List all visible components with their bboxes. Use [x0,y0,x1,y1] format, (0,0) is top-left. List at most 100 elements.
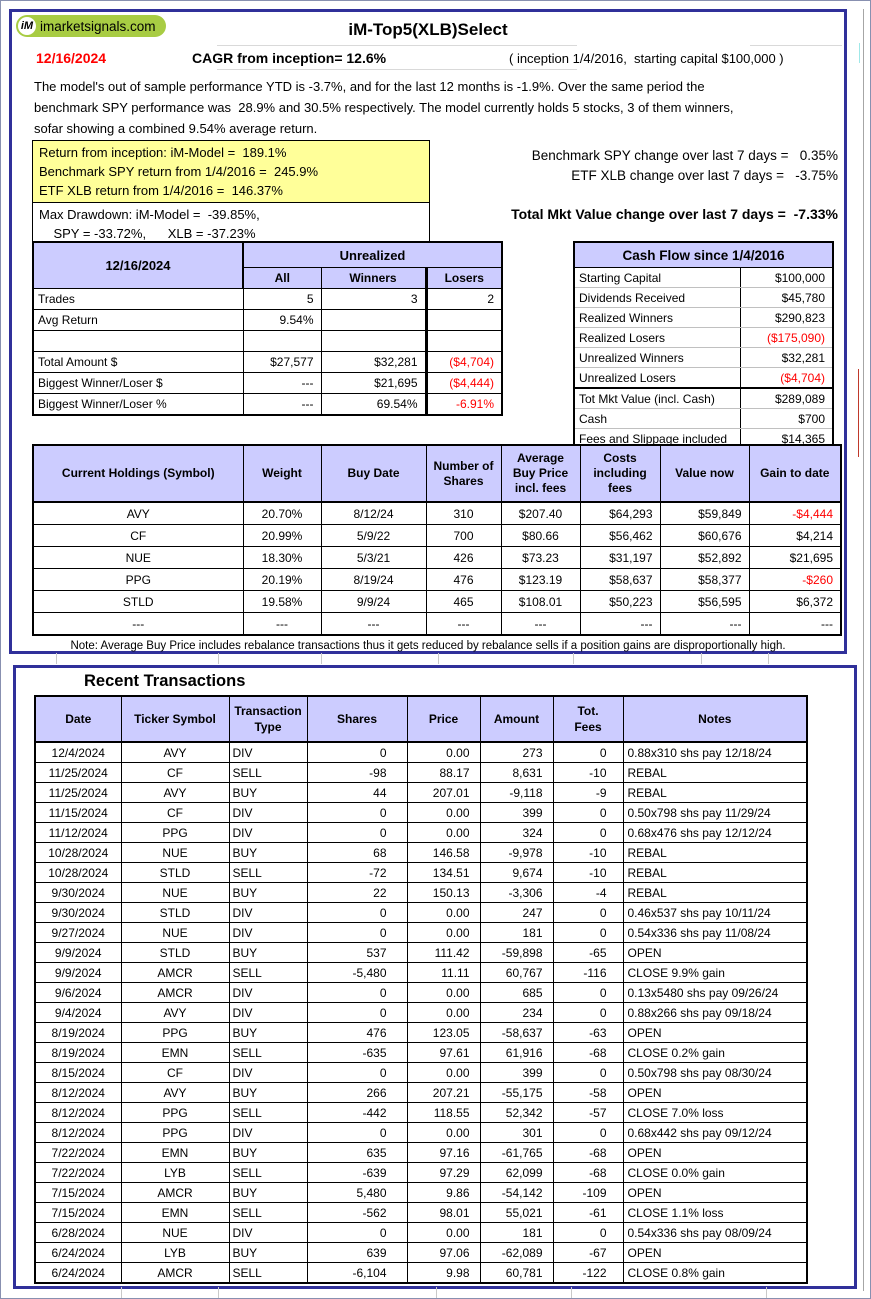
transaction-cell: 181 [479,922,554,943]
transaction-cell: PPG [120,1122,230,1143]
transaction-cell: 8/12/2024 [34,1102,122,1123]
transaction-cell: 9/9/2024 [34,962,122,983]
transaction-cell: -9,978 [479,842,554,863]
table-row: Biggest Winner/Loser % --- 69.54% -6.91% [32,393,503,416]
table-row: Total Amount $ $27,577 $32,281 ($4,704) [32,351,503,373]
transaction-cell: 0.00 [406,982,481,1003]
transaction-cell: -109 [552,1182,624,1203]
transaction-cell: 88.17 [406,762,481,783]
row-value: $100,000 [740,267,833,288]
transaction-cell: STLD [120,902,230,923]
transaction-cell: 98.01 [406,1202,481,1223]
row-label: Trades [32,288,244,310]
transaction-cell: 0.68x476 shs pay 12/12/24 [622,822,808,843]
transaction-cell: LYB [120,1162,230,1183]
transaction-cell: -4 [552,882,624,903]
transaction-cell: SELL [228,1102,308,1123]
red-marker-line [858,369,859,457]
transaction-cell: 11/15/2024 [34,802,122,823]
table-row: 10/28/2024 NUE BUY 68 146.58 -9,978 -10 REBAL [34,842,808,863]
transaction-cell: -442 [306,1102,408,1123]
transaction-cell: 55,021 [479,1202,554,1223]
imarketsignals-logo[interactable]: iM imarketsignals.com [16,15,166,37]
transaction-cell: 12/4/2024 [34,741,122,763]
transaction-cell: 11.11 [406,962,481,983]
transaction-cell: -9,118 [479,782,554,803]
transaction-cell: 273 [479,741,554,763]
transaction-cell: 8/19/2024 [34,1022,122,1043]
transaction-cell: -65 [552,942,624,963]
transaction-cell: 60,767 [479,962,554,983]
cell-winners: 69.54% [320,393,427,416]
holdings-cell: $123.19 [500,568,581,591]
row-value: ($4,704) [740,367,833,389]
transaction-cell: 97.16 [406,1142,481,1163]
gridline [218,1287,219,1298]
transaction-cell: -10 [552,842,624,863]
transaction-cell: BUY [228,1022,308,1043]
row-label: Avg Return [32,309,244,331]
holdings-cell: $58,377 [659,568,750,591]
transaction-cell: SELL [228,762,308,783]
transaction-cell: DIV [228,982,308,1003]
table-row: 8/19/2024 PPG BUY 476 123.05 -58,637 -63 OPEN [34,1022,808,1043]
transactions-title: Recent Transactions [84,672,246,690]
table-row: Cash $700 [574,408,833,429]
gridline [750,45,842,46]
table-row: 11/25/2024 CF SELL -98 88.17 8,631 -10 REBAL [34,762,808,783]
transaction-cell: AVY [120,1002,230,1023]
cell-losers [424,309,503,331]
transaction-cell: 97.29 [406,1162,481,1183]
holdings-cell: --- [425,612,502,636]
transaction-cell: 0.00 [406,922,481,943]
transaction-cell: 6/24/2024 [34,1242,122,1263]
transaction-cell: OPEN [622,1182,808,1203]
transaction-cell: -62,089 [479,1242,554,1263]
cell-all [242,330,322,352]
unrealized-col-winners: Winners [320,267,427,289]
transaction-cell: AMCR [120,982,230,1003]
transaction-cell: 0 [552,802,624,823]
total-mkt-value-change: Total Mkt Value change over last 7 days … [511,206,838,222]
gridline [56,653,57,664]
transaction-cell: DIV [228,902,308,923]
transaction-cell: 11/25/2024 [34,782,122,803]
returns-highlight-box: Return from inception: iM-Model = 189.1%… [32,140,430,203]
table-row: 8/12/2024 PPG SELL -442 118.55 52,342 -57 CLOSE… [34,1102,808,1123]
transaction-cell: 685 [479,982,554,1003]
transactions-col-header: Notes [622,695,808,743]
transaction-cell: 97.61 [406,1042,481,1063]
transaction-cell: 10/28/2024 [34,862,122,883]
holdings-cell: $60,676 [659,524,750,547]
transaction-cell: SELL [228,1202,308,1223]
cell-losers: ($4,704) [424,351,503,373]
transaction-cell: -98 [306,762,408,783]
gridline [218,653,219,664]
transaction-cell: -68 [552,1042,624,1063]
transaction-cell: 10/28/2024 [34,842,122,863]
holdings-cell: 19.58% [242,590,322,613]
table-row: PPG 20.19% 8/19/24 476 $123.19 $58,637 $58,377… [32,568,842,591]
transaction-cell: DIV [228,1002,308,1023]
table-row: Biggest Winner/Loser $ --- $21,695 ($4,444) [32,372,503,394]
table-row: --- --- --- --- --- --- --- --- [32,612,842,636]
table-row: Realized Winners $290,823 [574,307,833,328]
holdings-cell: -$4,444 [748,501,842,525]
transaction-cell: 60,781 [479,1262,554,1284]
row-value: $32,281 [740,347,833,368]
transaction-cell: BUY [228,942,308,963]
transaction-cell: 6/28/2024 [34,1222,122,1243]
transaction-cell: 9.98 [406,1262,481,1284]
holdings-cell: STLD [32,590,244,613]
transaction-cell: CLOSE 1.1% loss [622,1202,808,1223]
table-row: NUE 18.30% 5/3/21 426 $73.23 $31,197 $52,892 $2… [32,546,842,569]
transaction-cell: 301 [479,1122,554,1143]
transaction-cell: 8,631 [479,762,554,783]
table-row: Realized Losers ($175,090) [574,327,833,348]
transaction-cell: 537 [306,942,408,963]
cell-all: --- [242,372,322,394]
transaction-cell: 9/6/2024 [34,982,122,1003]
holdings-cell: NUE [32,546,244,569]
transaction-cell: -3,306 [479,882,554,903]
